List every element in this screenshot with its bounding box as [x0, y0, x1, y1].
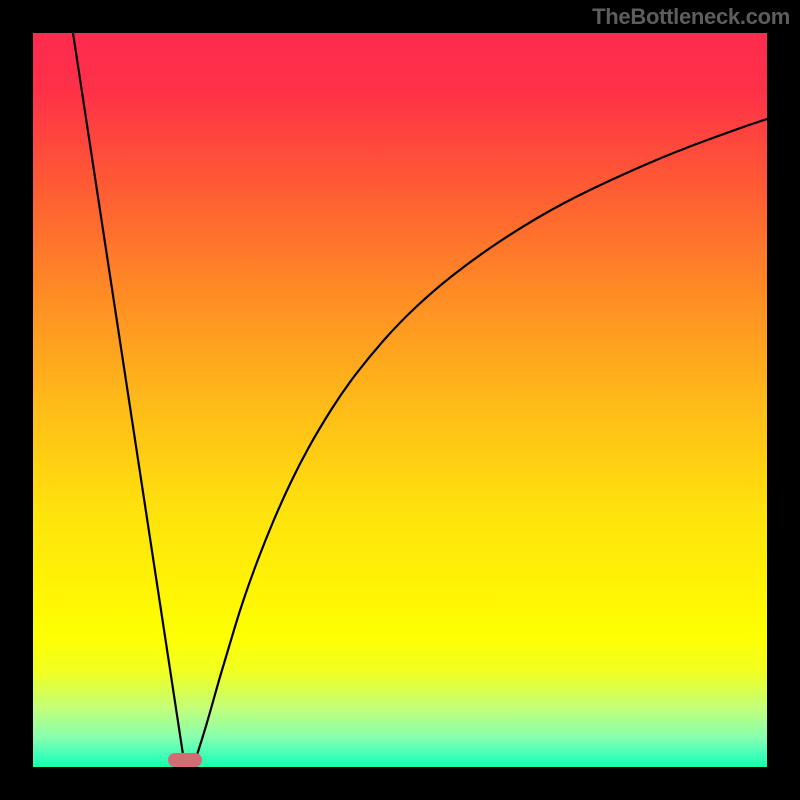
curve-right-segment: [196, 119, 767, 758]
bottleneck-marker: [168, 753, 202, 767]
watermark-text: TheBottleneck.com: [592, 4, 790, 30]
plot-area: [33, 33, 767, 767]
bottleneck-curve: [33, 33, 767, 767]
chart-container: TheBottleneck.com: [0, 0, 800, 800]
curve-left-segment: [73, 33, 184, 761]
